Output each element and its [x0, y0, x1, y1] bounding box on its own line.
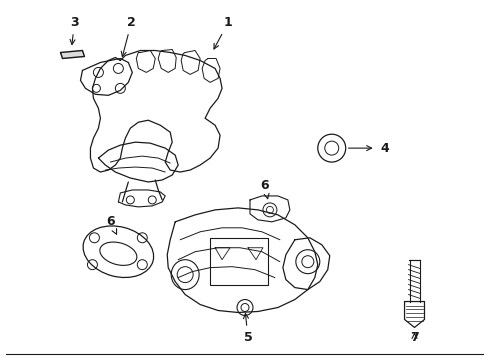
- Text: 6: 6: [260, 180, 269, 199]
- Text: 1: 1: [214, 16, 232, 49]
- Text: 6: 6: [106, 215, 116, 234]
- Text: 4: 4: [380, 141, 388, 155]
- Polygon shape: [61, 50, 84, 58]
- Text: 7: 7: [409, 331, 418, 344]
- Text: 5: 5: [243, 314, 252, 344]
- Text: 3: 3: [70, 16, 79, 45]
- Text: 2: 2: [121, 16, 135, 57]
